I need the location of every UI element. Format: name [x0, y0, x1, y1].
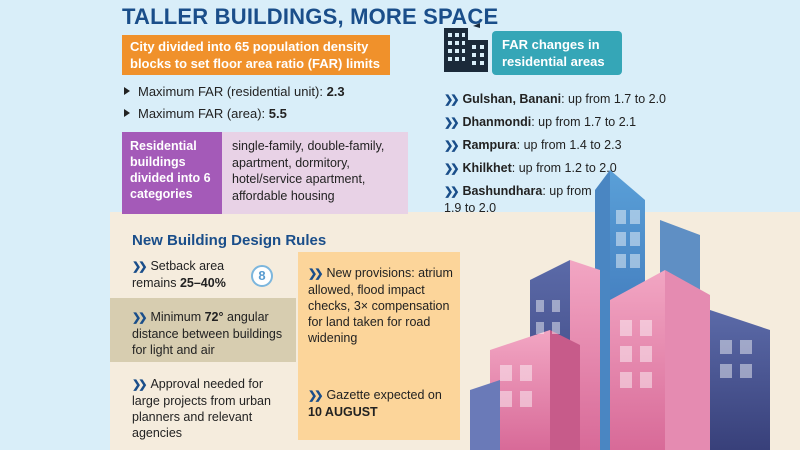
- chevron-icon: ❯❯: [444, 117, 460, 129]
- far-change-text: : up from 1.4 to 2.3: [516, 138, 622, 152]
- angular-rule: ❯❯ Minimum 72° angular distance between b…: [132, 309, 300, 358]
- gazette-rule: ❯❯ Gazette expected on 10 AUGUST: [308, 387, 448, 420]
- angular-rule-band: [110, 298, 296, 362]
- residential-label: Residential buildings divided into 6 cat…: [122, 132, 222, 214]
- provisions-rule: ❯❯ New provisions: atrium allowed, flood …: [308, 265, 456, 346]
- density-note: City divided into 65 population density …: [122, 35, 390, 75]
- provisions-panel: [298, 252, 460, 440]
- chevron-icon: ❯❯: [308, 390, 324, 402]
- building-icon: [444, 23, 488, 72]
- provisions-text: New provisions: atrium allowed, flood im…: [308, 266, 453, 345]
- far-change-text: : up from 1.9 to 2.0: [444, 184, 592, 215]
- setback-rule: ❯❯ Setback area remains 25–40%: [132, 258, 242, 291]
- chevron-icon: ❯❯: [444, 94, 460, 106]
- far-change-text: : up from 1.2 to 2.0: [511, 161, 617, 175]
- angular-post: angular distance between buildings for l…: [132, 310, 283, 357]
- far-limit-residential: Maximum FAR (residential unit): 2.3: [124, 84, 345, 99]
- far-change-item: ❯❯ Dhanmondi: up from 1.7 to 2.1: [444, 114, 636, 131]
- approval-text: Approval needed for large projects from …: [132, 377, 271, 440]
- far-change-item: ❯❯ Bashundhara: up from 1.9 to 2.0: [444, 183, 604, 216]
- triangle-bullet-icon: [124, 109, 130, 117]
- chevron-icon: ❯❯: [444, 186, 460, 198]
- far-limit-value: 2.3: [326, 84, 345, 99]
- gazette-date: 10 AUGUST: [308, 405, 378, 419]
- far-change-area: Rampura: [462, 138, 517, 152]
- far-change-text: : up from 1.7 to 2.0: [561, 92, 666, 106]
- chevron-icon: ❯❯: [444, 163, 460, 175]
- left-background: [0, 0, 110, 450]
- design-rules-heading: New Building Design Rules: [132, 232, 327, 249]
- approval-rule: ❯❯ Approval needed for large projects fro…: [132, 376, 282, 441]
- residential-categories: single-family, double-family, apartment,…: [222, 132, 408, 214]
- far-change-area: Khilkhet: [462, 161, 512, 175]
- angular-value: 72°: [204, 310, 224, 324]
- logo-icon: 8: [251, 265, 273, 287]
- far-change-area: Dhanmondi: [462, 115, 532, 129]
- far-change-area: Bashundhara: [462, 184, 543, 198]
- triangle-bullet-icon: [124, 87, 130, 95]
- far-change-area: Gulshan, Banani: [462, 92, 562, 106]
- setback-text: Setback area remains: [132, 259, 225, 290]
- angular-pre: Minimum: [150, 310, 205, 324]
- chevron-icon: ❯❯: [132, 379, 148, 391]
- far-change-item: ❯❯ Gulshan, Banani: up from 1.7 to 2.0: [444, 91, 666, 108]
- setback-value: 25–40%: [179, 276, 226, 290]
- far-changes-heading: FAR changes in residential areas: [492, 31, 622, 75]
- far-change-item: ❯❯ Khilkhet: up from 1.2 to 2.0: [444, 160, 617, 177]
- chevron-icon: ❯❯: [132, 312, 148, 324]
- far-change-text: : up from 1.7 to 2.1: [531, 115, 637, 129]
- far-limit-label: Maximum FAR (residential unit):: [138, 84, 327, 99]
- page-title: TALLER BUILDINGS, MORE SPACE: [122, 4, 499, 29]
- city-skyline-illustration: [470, 170, 770, 450]
- far-limit-area: Maximum FAR (area): 5.5: [124, 106, 287, 121]
- far-change-item: ❯❯ Rampura: up from 1.4 to 2.3: [444, 137, 622, 154]
- chevron-icon: ❯❯: [444, 140, 460, 152]
- far-limit-label: Maximum FAR (area):: [138, 106, 269, 121]
- far-limit-value: 5.5: [268, 106, 287, 121]
- chevron-icon: ❯❯: [132, 261, 148, 273]
- gazette-text: Gazette expected on: [326, 388, 442, 402]
- chevron-icon: ❯❯: [308, 268, 324, 280]
